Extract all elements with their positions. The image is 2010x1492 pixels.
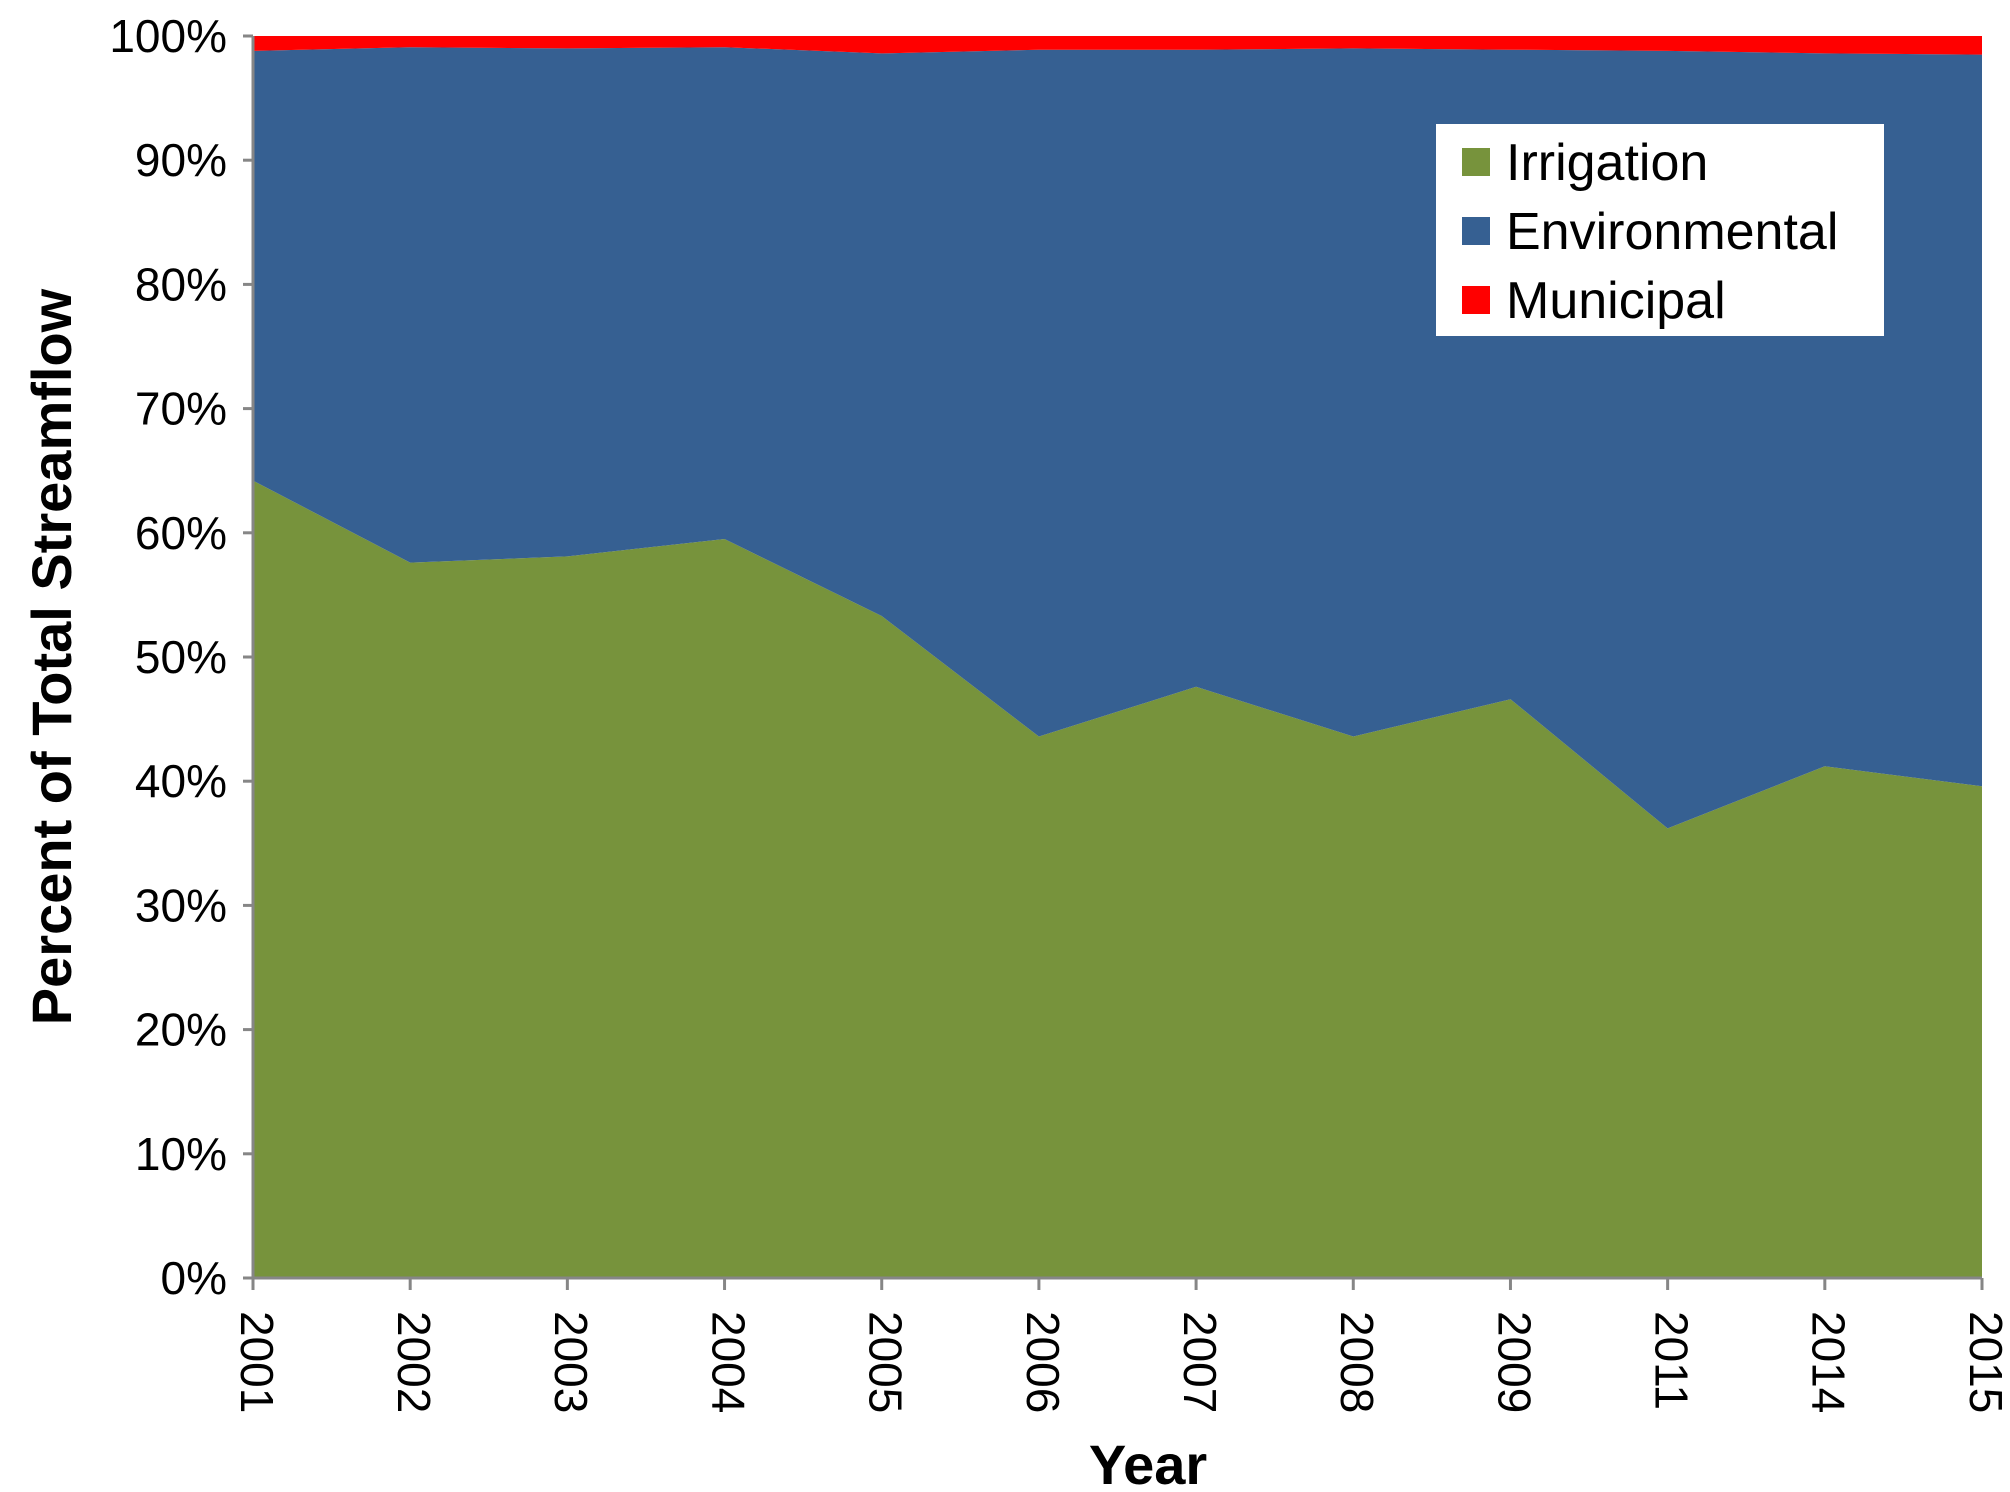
- y-tick-label: 70%: [135, 383, 227, 435]
- x-tick-label: 2008: [1331, 1311, 1383, 1413]
- y-tick-label: 80%: [135, 258, 227, 310]
- y-tick-label: 100%: [109, 10, 227, 62]
- y-tick-label: 30%: [135, 879, 227, 931]
- area-irrigation: [253, 480, 1982, 1279]
- x-axis-title: Year: [1089, 1433, 1207, 1492]
- x-tick-label: 2002: [388, 1311, 440, 1413]
- x-tick-label: 2005: [860, 1311, 912, 1413]
- x-tick-label: 2015: [1960, 1311, 2010, 1413]
- y-tick-label: 40%: [135, 755, 227, 807]
- legend-label-environmental: Environmental: [1506, 203, 1838, 261]
- x-tick-label: 2007: [1174, 1311, 1226, 1413]
- legend: Irrigation Environmental Municipal: [1436, 124, 1884, 336]
- y-tick-label: 0%: [161, 1252, 227, 1304]
- legend-label-irrigation: Irrigation: [1506, 134, 1708, 192]
- y-axis-ticks: 0% 10% 20% 30% 40% 50% 60% 70% 80% 90% 100%: [109, 10, 253, 1304]
- x-tick-label: 2009: [1488, 1311, 1540, 1413]
- y-tick-label: 20%: [135, 1004, 227, 1056]
- legend-swatch-municipal: [1462, 286, 1490, 314]
- y-tick-label: 60%: [135, 507, 227, 559]
- area-municipal: [253, 36, 1982, 55]
- x-tick-label: 2011: [1645, 1311, 1697, 1410]
- y-tick-label: 90%: [135, 134, 227, 186]
- axes-group: [243, 36, 1982, 1288]
- x-axis-ticks: 2001 2002 2003 2004 2005 2006 2007 2008 2009 2011…: [231, 1278, 2010, 1413]
- legend-swatch-irrigation: [1462, 148, 1490, 176]
- legend-label-municipal: Municipal: [1506, 272, 1726, 330]
- x-tick-label: 2003: [545, 1311, 597, 1413]
- x-tick-label: 2014: [1803, 1311, 1855, 1413]
- y-tick-label: 50%: [135, 631, 227, 683]
- y-tick-label: 10%: [135, 1128, 227, 1180]
- x-tick-label: 2004: [702, 1311, 754, 1413]
- x-tick-label: 2001: [231, 1311, 283, 1413]
- legend-swatch-environmental: [1462, 217, 1490, 245]
- legend-box: [1436, 124, 1884, 336]
- x-tick-label: 2006: [1017, 1311, 1069, 1413]
- y-axis-title: Percent of Total Streamflow: [20, 288, 83, 1025]
